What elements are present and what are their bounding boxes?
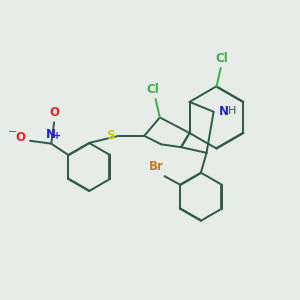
- Text: Cl: Cl: [216, 52, 229, 65]
- Text: N: N: [46, 128, 56, 141]
- Text: O: O: [15, 131, 25, 144]
- Text: +: +: [53, 131, 62, 141]
- Text: Br: Br: [148, 160, 164, 173]
- Text: S: S: [106, 129, 115, 142]
- Text: N: N: [219, 105, 229, 118]
- Text: −: −: [8, 127, 17, 137]
- Text: H: H: [228, 106, 237, 116]
- Text: Cl: Cl: [146, 83, 159, 96]
- Text: O: O: [49, 106, 59, 119]
